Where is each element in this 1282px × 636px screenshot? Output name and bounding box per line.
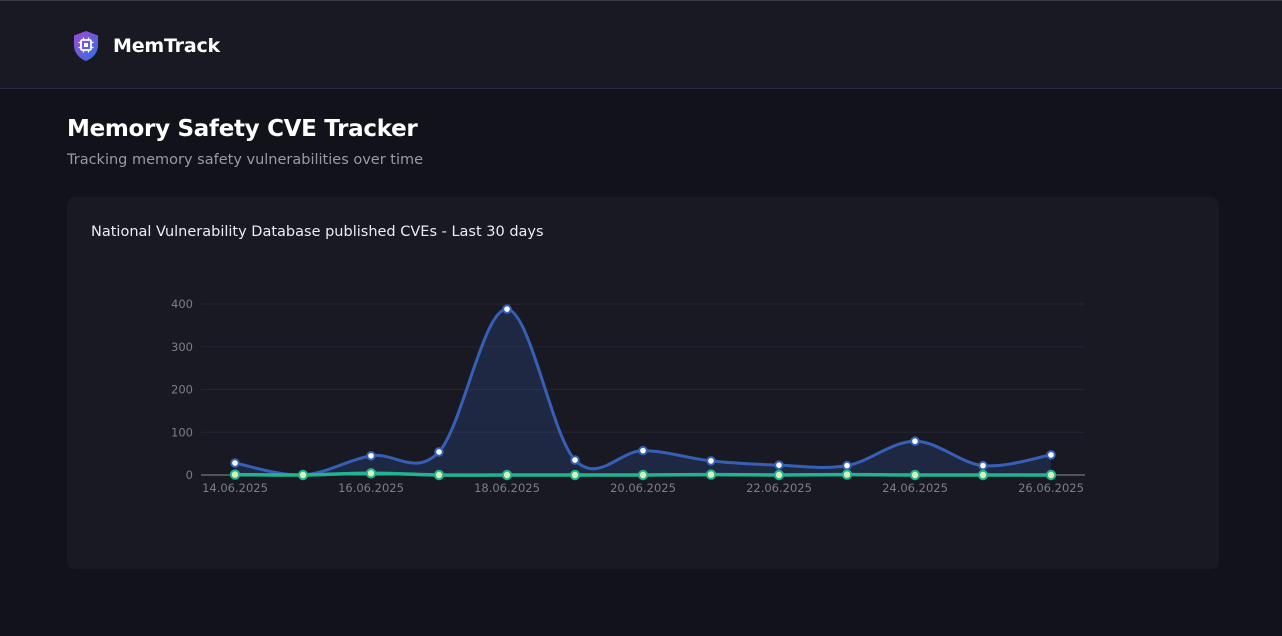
app-name: MemTrack: [113, 35, 220, 57]
y-tick-label: 100: [171, 425, 193, 439]
series-0-point: [570, 455, 580, 465]
series-0-point: [366, 450, 376, 461]
y-tick-label: 0: [186, 468, 193, 482]
series-1-point: [433, 469, 445, 481]
series-0-point: [774, 460, 784, 470]
window-top-border: [0, 0, 1282, 1]
series-0-line: [233, 307, 1053, 477]
series-1-point: [229, 469, 241, 480]
series-1-point: [909, 469, 921, 481]
x-tick-label: 14.06.2025: [202, 481, 268, 495]
series-0-point: [1046, 450, 1056, 460]
x-tick-label: 26.06.2025: [1018, 481, 1084, 495]
x-tick-label: 22.06.2025: [746, 481, 812, 495]
x-tick-label: 16.06.2025: [338, 481, 404, 495]
series-0-point: [502, 304, 512, 314]
series-1-point: [637, 469, 649, 481]
series-1-point: [773, 469, 785, 481]
series-0-point: [230, 458, 240, 468]
series-1-point: [569, 469, 581, 481]
x-tick-label: 24.06.2025: [882, 481, 948, 495]
x-tick-label: 20.06.2025: [610, 481, 676, 495]
series-0-point: [842, 460, 852, 471]
series-1-point: [1045, 469, 1057, 481]
series-1-point: [297, 469, 309, 481]
series-1-point: [841, 469, 853, 480]
series-1-point: [977, 469, 989, 481]
series-0-point: [706, 456, 716, 466]
y-tick-label: 300: [171, 340, 193, 354]
series-1-point: [705, 469, 717, 480]
brand[interactable]: MemTrack: [72, 30, 220, 62]
shield-chip-icon: [74, 31, 98, 61]
chart-title: National Vulnerability Database publishe…: [91, 224, 544, 240]
app-header: MemTrack: [0, 1, 1282, 89]
series-0-point: [910, 436, 920, 447]
y-tick-label: 400: [171, 297, 193, 311]
page-subtitle: Tracking memory safety vulnerabilities o…: [67, 152, 424, 168]
y-tick-label: 200: [171, 383, 193, 397]
cve-line-chart: 0 100 200 300 400 14.06.2025 16.06.2025 18.06.2…: [171, 297, 1085, 495]
series-0-point: [434, 447, 444, 457]
series-1-point: [365, 468, 377, 479]
series-0-point: [638, 445, 648, 456]
series-0-point: [978, 460, 988, 471]
page-title: Memory Safety CVE Tracker: [67, 116, 418, 142]
chart-card: National Vulnerability Database publishe…: [67, 197, 1219, 569]
series-1-point: [501, 469, 513, 481]
x-tick-label: 18.06.2025: [474, 481, 540, 495]
